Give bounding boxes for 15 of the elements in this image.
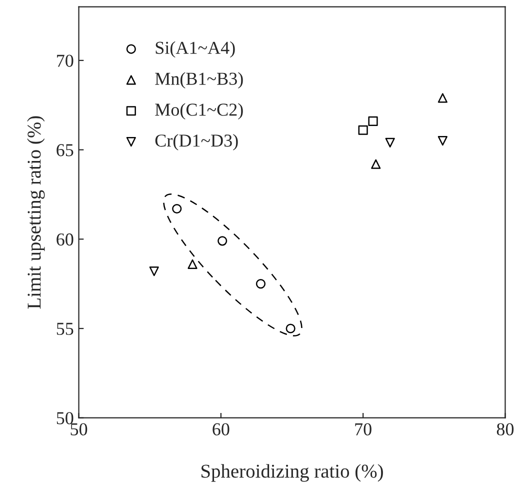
legend-label: Mn(B1~B3) [155, 72, 243, 89]
y-tick-label: 70 [57, 54, 74, 67]
y-tick-label: 50 [56, 412, 74, 424]
y-tick-label: 65 [56, 144, 74, 156]
x-tick-label: 70 [355, 423, 372, 436]
legend-label: Cr(D1~D3) [155, 134, 238, 150]
legend-label: Mo(C1~C2) [155, 103, 243, 120]
y-axis-title: Limit upsetting ratio (%) [27, 116, 45, 309]
x-tick-label: 60 [212, 423, 230, 436]
x-tick-label: 80 [496, 423, 514, 436]
y-tick-label: 55 [56, 322, 74, 335]
x-tick-label: 50 [70, 423, 88, 436]
y-tick-label: 60 [56, 233, 74, 246]
x-axis-title: Spheroidizing ratio (%) [202, 464, 383, 482]
legend-label: Si(A1~A4) [156, 41, 235, 58]
